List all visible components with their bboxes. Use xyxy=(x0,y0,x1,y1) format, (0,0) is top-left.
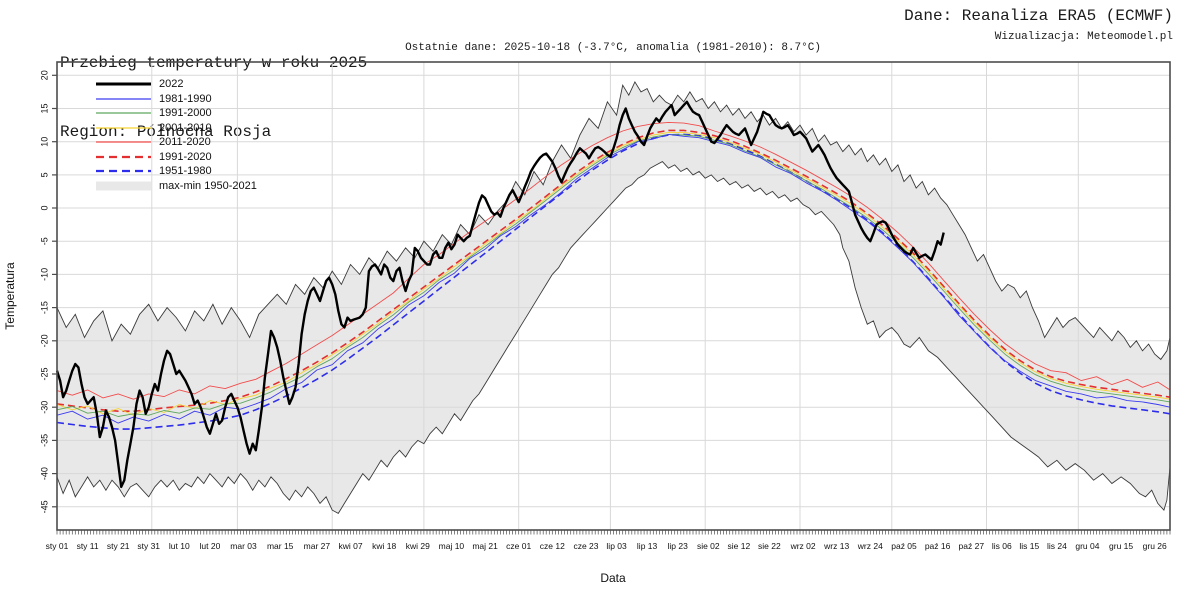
x-tick-label: mar 03 xyxy=(230,541,257,551)
y-tick-label: -30 xyxy=(39,401,49,414)
legend-item-2011-2020-swatch xyxy=(96,141,151,143)
x-tick-label: paź 27 xyxy=(959,541,985,551)
legend-item-2001-2010-swatch xyxy=(96,127,151,129)
legend-item-2001-2010: 2001-2010 xyxy=(96,121,257,136)
legend-item-1951-1980: 1951-1980 xyxy=(96,164,257,179)
page-title: Przebieg temperatury w roku 2025 xyxy=(60,54,368,72)
legend-item-2022-swatch xyxy=(96,82,151,86)
x-tick-label: maj 10 xyxy=(439,541,465,551)
legend-item-1991-2000: 1991-2000 xyxy=(96,106,257,121)
x-tick-label: kwi 18 xyxy=(372,541,396,551)
legend-item-1991-2000-label: 1991-2000 xyxy=(159,107,212,120)
series-line-1991-2020 xyxy=(56,129,1171,413)
y-tick-label: -20 xyxy=(39,334,49,347)
legend-item-2011-2020: 2011-2020 xyxy=(96,135,257,150)
x-tick-label: gru 04 xyxy=(1075,541,1099,551)
y-tick-label: 5 xyxy=(39,172,49,177)
x-tick-label: cze 01 xyxy=(506,541,531,551)
y-tick-label: -35 xyxy=(39,434,49,447)
legend: 2022 1981-1990 1991-2000 2001-2010 2011-2020… xyxy=(96,77,257,193)
legend-item-1991-2000-swatch xyxy=(96,112,151,114)
legend-item-2022-label: 2022 xyxy=(159,78,184,91)
y-tick-label: -15 xyxy=(39,301,49,314)
x-axis-title: Data xyxy=(600,571,626,585)
legend-item-2011-2020-label: 2011-2020 xyxy=(159,136,211,149)
legend-item-2001-2010-label: 2001-2010 xyxy=(159,121,212,134)
x-tick-label: paź 16 xyxy=(925,541,951,551)
y-tick-label: -25 xyxy=(39,367,49,380)
x-tick-label: lip 23 xyxy=(668,541,689,551)
x-tick-label: cze 12 xyxy=(540,541,565,551)
y-tick-label: -40 xyxy=(39,467,49,480)
x-tick-label: sty 31 xyxy=(137,541,160,551)
y-tick-label: 20 xyxy=(39,70,49,80)
series-line-1991-2000 xyxy=(56,133,1171,417)
x-tick-label: mar 15 xyxy=(267,541,294,551)
legend-item-band: max-min 1950-2021 xyxy=(96,179,257,194)
legend-item-1951-1980-swatch xyxy=(96,170,151,173)
last-data-note: Ostatnie dane: 2025-10-18 (-3.7°C, anoma… xyxy=(405,42,821,54)
x-tick-label: lis 15 xyxy=(1019,541,1039,551)
legend-item-1981-1990-label: 1981-1990 xyxy=(159,92,212,105)
x-tick-label: cze 23 xyxy=(573,541,598,551)
y-axis-title: Temperatura xyxy=(3,262,17,330)
legend-item-band-label: max-min 1950-2021 xyxy=(159,179,257,192)
legend-item-1991-2020-swatch xyxy=(96,155,151,158)
legend-item-1991-2020: 1991-2020 xyxy=(96,150,257,165)
x-tick-label: gru 15 xyxy=(1109,541,1133,551)
band-min-line xyxy=(56,161,1171,514)
band-max-line xyxy=(56,80,1171,361)
header-right: Dane: Reanaliza ERA5 (ECMWF) Wizualizacj… xyxy=(904,6,1173,45)
x-tick-label: sty 21 xyxy=(107,541,130,551)
series-line-2011-2020 xyxy=(56,121,1171,400)
legend-item-2022: 2022 xyxy=(96,77,257,92)
x-tick-label: wrz 13 xyxy=(823,541,849,551)
x-tick-label: sty 11 xyxy=(77,541,99,551)
legend-item-band-swatch xyxy=(96,181,151,191)
x-tick-label: sty 01 xyxy=(46,541,69,551)
x-tick-label: sie 22 xyxy=(758,541,781,551)
y-tick-label: -45 xyxy=(39,500,49,513)
x-tick-label: sie 02 xyxy=(697,541,720,551)
legend-item-1991-2020-label: 1991-2020 xyxy=(159,150,212,163)
x-tick-label: lis 06 xyxy=(992,541,1012,551)
x-tick-label: lip 03 xyxy=(606,541,627,551)
legend-item-1981-1990: 1981-1990 xyxy=(96,92,257,107)
y-tick-label: 10 xyxy=(39,137,49,147)
x-tick-label: mar 27 xyxy=(304,541,331,551)
y-tick-label: -10 xyxy=(39,268,49,281)
x-tick-label: lut 20 xyxy=(200,541,221,551)
y-tick-label: -5 xyxy=(39,237,49,245)
series-line-2022 xyxy=(55,100,945,489)
x-tick-label: kwi 07 xyxy=(338,541,362,551)
header-left: Przebieg temperatury w roku 2025 Region:… xyxy=(60,6,367,167)
x-tick-label: gru 26 xyxy=(1143,541,1167,551)
legend-item-1951-1980-label: 1951-1980 xyxy=(159,165,212,178)
series-line-1981-1990 xyxy=(56,133,1171,424)
x-tick-label: lut 10 xyxy=(169,541,190,551)
series-line-2001-2010 xyxy=(56,131,1171,416)
legend-item-1981-1990-swatch xyxy=(96,98,151,100)
x-tick-label: lip 13 xyxy=(637,541,658,551)
y-tick-label: 0 xyxy=(39,205,49,210)
x-tick-label: wrz 24 xyxy=(857,541,883,551)
x-tick-label: paź 05 xyxy=(891,541,917,551)
x-tick-label: sie 12 xyxy=(728,541,751,551)
x-tick-label: kwi 29 xyxy=(406,541,430,551)
y-tick-label: 15 xyxy=(39,103,49,113)
x-tick-label: lis 24 xyxy=(1047,541,1067,551)
visualization-credit: Wizualizacja: Meteomodel.pl xyxy=(994,31,1173,43)
data-source-label: Dane: Reanaliza ERA5 (ECMWF) xyxy=(904,7,1173,25)
x-tick-label: maj 21 xyxy=(472,541,498,551)
x-tick-label: wrz 02 xyxy=(790,541,816,551)
